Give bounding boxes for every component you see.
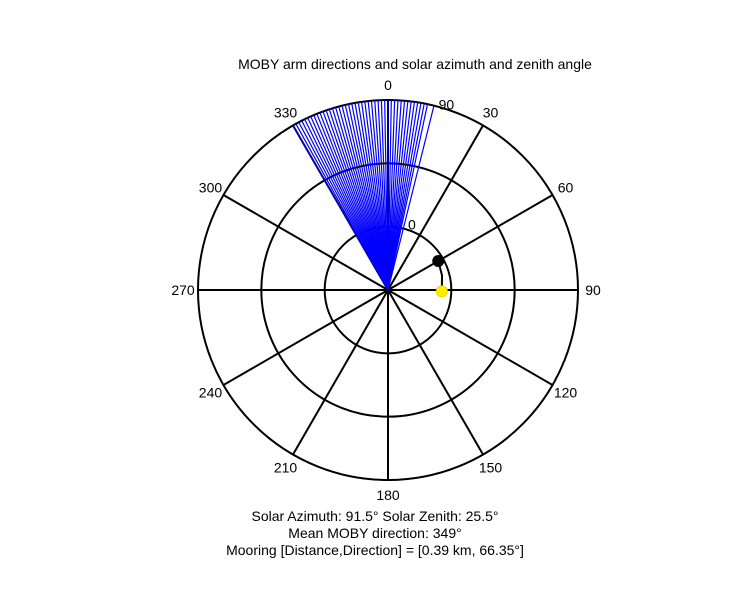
radial-tick-label: 90 bbox=[439, 96, 455, 112]
mooring-caption: Mooring [Distance,Direction] = [0.39 km,… bbox=[226, 542, 524, 558]
theta-tick-label: 270 bbox=[171, 282, 195, 298]
radial-tick-label: 0 bbox=[408, 217, 416, 233]
mean-direction-caption: Mean MOBY direction: 349° bbox=[288, 525, 462, 541]
start-sun-marker bbox=[432, 254, 445, 267]
theta-tick-label: 150 bbox=[479, 460, 503, 476]
solar-angles-caption: Solar Azimuth: 91.5° Solar Zenith: 25.5° bbox=[251, 508, 499, 524]
theta-tick-label: 90 bbox=[585, 282, 601, 298]
theta-tick-label: 240 bbox=[199, 385, 223, 401]
moby-direction-line bbox=[387, 105, 435, 291]
theta-tick-label: 300 bbox=[199, 180, 223, 196]
theta-tick-label: 0 bbox=[384, 77, 392, 93]
theta-tick-label: 330 bbox=[274, 104, 298, 120]
moby-arm-direction-lines bbox=[292, 100, 435, 291]
chart-title: MOBY arm directions and solar azimuth an… bbox=[238, 56, 592, 72]
theta-tick-label: 210 bbox=[274, 460, 298, 476]
theta-tick-label: 180 bbox=[376, 487, 400, 503]
current-sun-marker bbox=[435, 285, 448, 298]
radial-tick-labels: 0 90 bbox=[408, 96, 454, 232]
theta-tick-labels: 0 30 60 90 120 150 180 210 240 270 300 330 bbox=[171, 77, 601, 503]
theta-tick-label: 120 bbox=[554, 385, 578, 401]
theta-tick-label: 30 bbox=[483, 104, 499, 120]
moby-direction-line bbox=[387, 104, 429, 291]
sun-track bbox=[432, 254, 448, 298]
theta-tick-label: 60 bbox=[558, 180, 574, 196]
